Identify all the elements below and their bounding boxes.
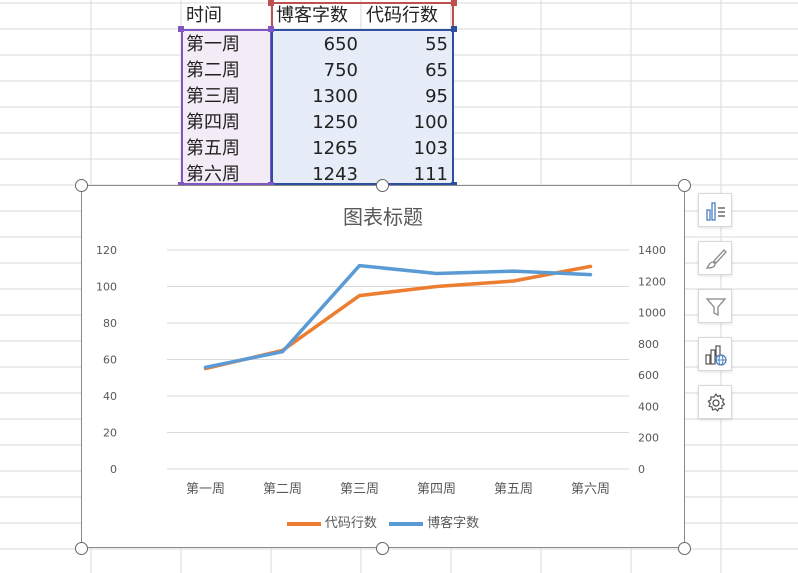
resize-handle-bottom[interactable] [376, 542, 389, 555]
series-line-blog [203, 263, 593, 370]
x-tick-label: 第五周 [494, 482, 533, 497]
chart-filter-icon [705, 298, 727, 317]
y-right-tick-label: 800 [638, 338, 659, 351]
range-highlight-headers [271, 2, 454, 29]
chart-legend[interactable]: 代码行数 博客字数 [82, 512, 684, 531]
y-right-tick-label: 600 [638, 369, 659, 382]
legend-item-code: 代码行数 [286, 512, 377, 531]
y-right-tick-label: 200 [638, 432, 659, 445]
range-handle[interactable] [451, 0, 457, 6]
range-handle[interactable] [268, 0, 274, 6]
chart-plot-area: 0204060801001200200400600800100012001400… [96, 244, 666, 497]
legend-swatch-blog [389, 521, 424, 526]
range-handle[interactable] [268, 26, 274, 32]
y-left-tick-label: 100 [96, 281, 117, 294]
header-cell-blog[interactable]: 博客字数 [276, 5, 348, 26]
chart-filter-button[interactable] [698, 289, 732, 323]
y-left-tick-label: 60 [103, 354, 117, 367]
range-highlight-values [271, 29, 454, 185]
resize-handle-bottom-left[interactable] [75, 542, 88, 555]
chart-style-button[interactable] [698, 241, 732, 275]
cell-week[interactable]: 第四周 [186, 112, 240, 133]
y-right-tick-label: 1400 [638, 244, 666, 257]
chart-elements-icon [706, 202, 725, 221]
cell-blog[interactable]: 650 [323, 34, 358, 55]
resize-handle-top-left[interactable] [75, 179, 88, 192]
chart-elements-button[interactable] [698, 193, 732, 227]
y-right-tick-label: 400 [638, 400, 659, 413]
cell-week[interactable]: 第一周 [186, 34, 240, 55]
cell-code[interactable]: 65 [425, 60, 448, 81]
cell-week[interactable]: 第三周 [186, 86, 240, 107]
cell-blog[interactable]: 1300 [312, 86, 358, 107]
y-left-tick-label: 20 [103, 427, 117, 440]
x-tick-label: 第六周 [571, 482, 610, 497]
range-handle[interactable] [451, 26, 457, 32]
chart-settings-icon [707, 393, 726, 412]
x-tick-label: 第三周 [340, 482, 379, 497]
resize-handle-top[interactable] [376, 179, 389, 192]
series-line-code [203, 264, 593, 371]
header-cell-code[interactable]: 代码行数 [366, 5, 438, 26]
x-tick-label: 第一周 [186, 482, 225, 497]
resize-handle-bottom-right[interactable] [678, 542, 691, 555]
chart-type-button[interactable] [698, 337, 732, 371]
chart-settings-button[interactable] [698, 385, 732, 419]
x-tick-label: 第四周 [417, 482, 456, 497]
chart-style-icon [705, 249, 727, 269]
cell-blog[interactable]: 1265 [312, 138, 358, 159]
cell-code[interactable]: 111 [413, 164, 448, 185]
chart-title[interactable]: 图表标题 [343, 205, 423, 229]
cell-code[interactable]: 95 [425, 86, 448, 107]
cell-week[interactable]: 第二周 [186, 60, 240, 81]
cell-code[interactable]: 100 [413, 112, 448, 133]
x-tick-label: 第二周 [263, 482, 302, 497]
cell-week[interactable]: 第五周 [186, 138, 240, 159]
y-left-tick-label: 40 [103, 390, 117, 403]
legend-swatch-code [286, 521, 321, 526]
y-right-tick-label: 0 [638, 463, 645, 476]
chart-type-icon [705, 345, 727, 366]
header-cell-time[interactable]: 时间 [186, 5, 222, 26]
y-left-tick-label: 80 [103, 317, 117, 330]
cell-code[interactable]: 103 [413, 138, 448, 159]
legend-item-blog: 博客字数 [389, 512, 479, 531]
cell-blog[interactable]: 750 [323, 60, 358, 81]
y-right-tick-label: 1200 [638, 275, 666, 288]
legend-label-code: 代码行数 [324, 516, 377, 531]
range-handle[interactable] [178, 26, 184, 32]
cell-week[interactable]: 第六周 [186, 164, 240, 185]
y-left-tick-label: 120 [96, 244, 117, 257]
cell-blog[interactable]: 1250 [312, 112, 358, 133]
cell-blog[interactable]: 1243 [312, 164, 358, 185]
y-left-tick-label: 0 [110, 463, 117, 476]
legend-label-blog: 博客字数 [427, 516, 480, 531]
cell-code[interactable]: 55 [425, 34, 448, 55]
resize-handle-top-right[interactable] [678, 179, 691, 192]
line-chart[interactable]: 图表标题 0 20 40 60 80 100 120 0 200 400 600 800 1000 120… [81, 185, 685, 548]
y-right-tick-label: 1000 [638, 307, 666, 320]
